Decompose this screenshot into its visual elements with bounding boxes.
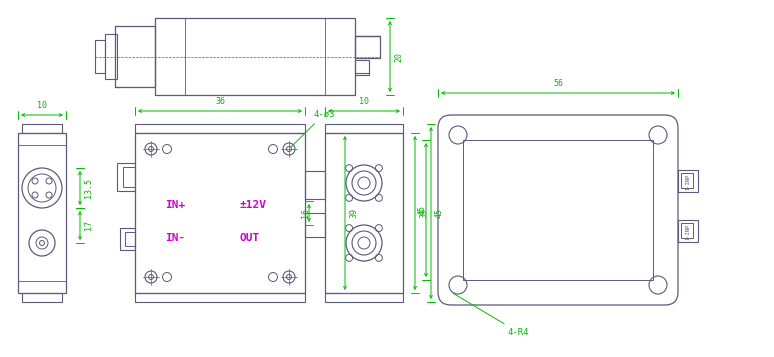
Text: 39: 39 — [349, 208, 358, 218]
Bar — [155, 18, 355, 95]
Text: 20: 20 — [394, 51, 403, 61]
Text: 16: 16 — [301, 208, 310, 218]
Bar — [18, 133, 66, 293]
Bar — [22, 124, 62, 133]
Bar — [105, 34, 117, 79]
Text: 36: 36 — [215, 97, 225, 106]
Bar — [355, 60, 369, 75]
Bar — [117, 163, 135, 191]
Bar — [325, 124, 403, 133]
Bar — [135, 124, 305, 133]
Bar — [115, 26, 155, 87]
Text: IN-: IN- — [165, 233, 185, 243]
Bar — [678, 170, 698, 192]
Bar — [305, 171, 325, 199]
Bar — [120, 228, 135, 250]
Bar — [355, 36, 380, 58]
Text: I-INP: I-INP — [686, 174, 690, 190]
Bar — [135, 133, 305, 293]
Bar — [325, 133, 403, 293]
Text: 17: 17 — [84, 221, 93, 231]
Bar — [22, 293, 62, 302]
Text: 56: 56 — [553, 79, 563, 88]
Bar — [678, 220, 698, 242]
Text: 10: 10 — [37, 101, 47, 110]
Bar — [325, 293, 403, 302]
Bar — [681, 173, 693, 188]
Text: 10: 10 — [359, 97, 369, 106]
Bar — [681, 223, 693, 238]
Text: IN+: IN+ — [165, 200, 185, 210]
Text: ±12V: ±12V — [240, 200, 267, 210]
Bar — [125, 232, 135, 246]
Text: 39: 39 — [419, 208, 428, 218]
Text: 4-R4: 4-R4 — [454, 293, 529, 337]
Bar — [95, 40, 105, 73]
Bar — [463, 140, 653, 280]
Bar — [135, 293, 305, 302]
Text: I-INP: I-INP — [686, 224, 690, 240]
Text: OUT: OUT — [240, 233, 260, 243]
Text: 4-ø3: 4-ø3 — [291, 110, 334, 147]
Text: 45: 45 — [418, 205, 427, 215]
Bar — [305, 213, 325, 237]
Text: 45: 45 — [435, 208, 444, 218]
Bar — [123, 167, 135, 187]
Text: 13.5: 13.5 — [84, 178, 93, 198]
